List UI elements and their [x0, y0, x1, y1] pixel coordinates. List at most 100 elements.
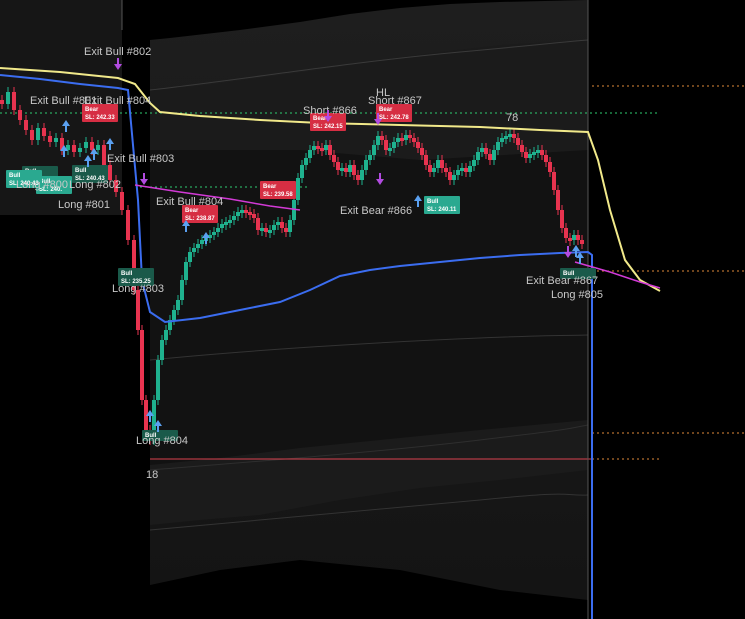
sl-tag: Bear SL: 242.78 — [376, 104, 412, 122]
candle-body — [524, 152, 528, 158]
candle-body — [348, 165, 352, 172]
candle-body — [156, 360, 160, 400]
envelope-line-1 — [149, 39, 589, 91]
candle-body — [188, 252, 192, 262]
sl-tag-box — [560, 268, 596, 279]
candle-body — [30, 130, 34, 140]
sl-tag: Bull SL: 235.25 — [118, 268, 154, 286]
candle-body — [212, 232, 216, 235]
candle-body — [84, 142, 88, 148]
price-candles — [0, 87, 584, 445]
candle-body — [276, 222, 280, 225]
sl-tag: Bull SL: 240.11 — [424, 196, 460, 214]
candle-body — [240, 210, 244, 213]
candle-body — [496, 142, 500, 150]
candle-body — [252, 214, 256, 218]
candle-body — [296, 178, 300, 200]
trade-annotation: Exit Bull #804 — [84, 95, 151, 107]
candle-body — [516, 138, 520, 145]
candle-body — [404, 135, 408, 140]
candle-body — [144, 400, 148, 430]
candle-body — [360, 170, 364, 180]
candle-body — [42, 128, 46, 136]
sl-tag: Bull SL: 240.43 — [6, 170, 42, 188]
candle-body — [208, 235, 212, 238]
candle-body — [228, 220, 232, 223]
candle-body — [416, 142, 420, 148]
candle-body — [428, 165, 432, 172]
yellow-band-line — [0, 67, 661, 292]
candle-body — [264, 228, 268, 232]
candle-body — [164, 330, 168, 340]
up-arrow-icon — [576, 252, 584, 264]
candle-body — [216, 228, 220, 232]
candle-body — [108, 165, 112, 180]
candle-body — [420, 148, 424, 155]
candle-body — [552, 172, 556, 190]
up-arrow-icon — [414, 195, 422, 207]
candle-body — [388, 148, 392, 151]
sl-tag-value: SL: 240.43 — [75, 176, 105, 182]
candle-body — [126, 210, 130, 240]
trade-annotation: Long #805 — [551, 289, 603, 301]
trade-annotation: Short #866 — [303, 105, 357, 117]
candle-body — [54, 138, 58, 142]
candle-body — [520, 145, 524, 152]
candle-body — [102, 145, 106, 165]
sl-tag-value: SL: 239.58 — [263, 192, 293, 198]
candle-body — [440, 160, 444, 168]
candle-body — [292, 200, 296, 220]
candle-body — [248, 212, 252, 215]
trade-annotation: Exit Bear #867 — [526, 275, 598, 287]
candle-body — [556, 190, 560, 210]
candle-body — [536, 150, 540, 153]
candle-body — [472, 160, 476, 166]
candle-body — [244, 210, 248, 213]
envelope-line-4 — [149, 424, 589, 471]
candle-body — [580, 240, 584, 244]
candle-body — [120, 192, 124, 210]
sl-tag-title: Bull — [145, 433, 157, 439]
candle-body — [288, 220, 292, 232]
candle-body — [408, 135, 412, 138]
candle-body — [140, 330, 144, 400]
candle-body — [200, 240, 204, 244]
candle-body — [300, 165, 304, 178]
sl-tag-value: SL: 242.78 — [379, 115, 409, 121]
candle-body — [176, 300, 180, 310]
up-arrow-icon — [154, 420, 162, 432]
candle-body — [192, 248, 196, 252]
sl-tag-value: SL: 242.33 — [85, 115, 115, 121]
down-arrow-icon — [114, 58, 122, 70]
candle-body — [36, 128, 40, 140]
up-arrow-icon — [182, 220, 190, 232]
sl-tag-box — [72, 165, 108, 183]
sl-tag-value: SL: 240. — [39, 187, 62, 193]
trade-annotation: Long #801 — [58, 199, 110, 211]
candle-body — [456, 170, 460, 175]
candle-body — [540, 150, 544, 155]
candle-body — [132, 240, 136, 290]
candle-body — [196, 244, 200, 248]
candle-body — [332, 155, 336, 162]
candle-body — [18, 110, 22, 120]
trade-annotation: Short #867 — [368, 95, 422, 107]
candle-body — [532, 152, 536, 155]
sl-tag-value: SL: 240.11 — [427, 207, 457, 213]
trade-annotation: Long #802 — [69, 179, 121, 191]
sl-tag-box — [82, 104, 118, 122]
candle-body — [72, 145, 76, 152]
candle-body — [452, 175, 456, 180]
candle-body — [324, 145, 328, 150]
candle-body — [392, 142, 396, 148]
candle-body — [114, 180, 118, 192]
candle-body — [560, 210, 564, 228]
up-arrow-icon — [90, 148, 98, 160]
candle-body — [328, 145, 332, 155]
candle-body — [400, 138, 404, 141]
candle-body — [308, 150, 312, 158]
sl-tag-box — [260, 181, 296, 199]
sl-tag: Bull — [560, 268, 596, 279]
up-arrow-icon — [202, 232, 210, 244]
